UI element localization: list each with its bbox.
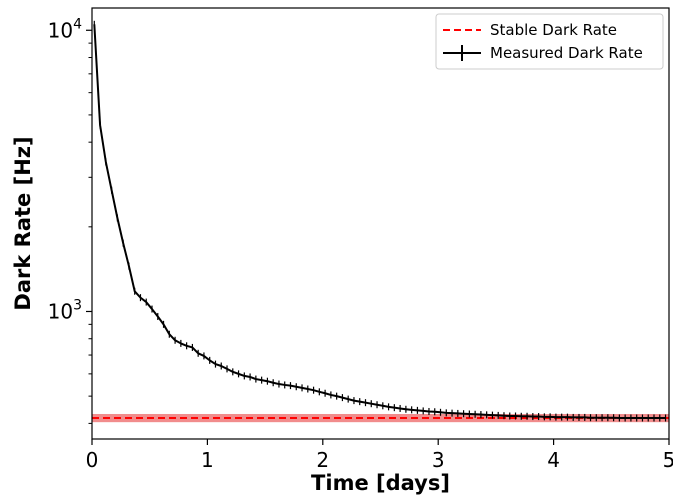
legend: Stable Dark Rate Measured Dark Rate bbox=[435, 13, 664, 70]
x-tick-label: 3 bbox=[432, 448, 445, 472]
y-tick-label: 103 bbox=[48, 297, 82, 323]
x-tick-label: 5 bbox=[663, 448, 673, 472]
legend-measured-label: Measured Dark Rate bbox=[490, 44, 643, 62]
x-tick-label: 2 bbox=[316, 448, 329, 472]
x-axis-label: Time [days] bbox=[311, 471, 450, 495]
stable-rate-band-layer bbox=[92, 413, 669, 423]
legend-stable-label: Stable Dark Rate bbox=[490, 21, 617, 39]
y-tick-label: 104 bbox=[48, 16, 82, 42]
legend-box bbox=[435, 13, 664, 70]
x-tick-label: 1 bbox=[201, 448, 214, 472]
x-tick-label: 4 bbox=[547, 448, 560, 472]
measured-series-line bbox=[93, 24, 666, 420]
plot-frame bbox=[91, 7, 670, 440]
measured-series-layer bbox=[93, 20, 667, 422]
x-tick-label: 0 bbox=[86, 448, 99, 472]
axes-layer: 0 1 2 3 4 5 103 104 bbox=[48, 16, 673, 472]
y-axis-label: Dark Rate [Hz] bbox=[11, 136, 35, 310]
